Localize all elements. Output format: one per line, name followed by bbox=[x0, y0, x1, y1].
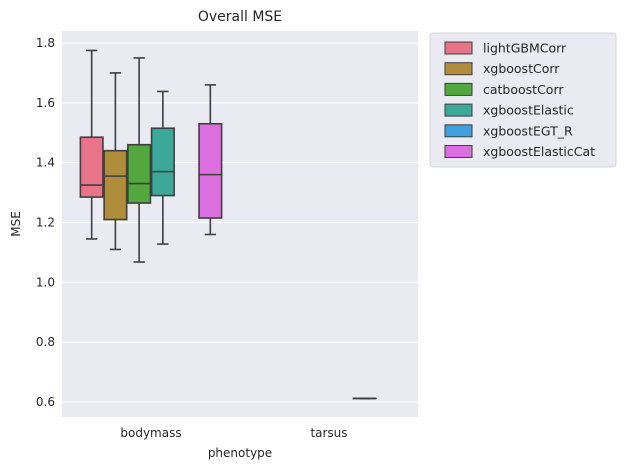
x-axis-label: phenotype bbox=[208, 446, 272, 460]
y-axis-ticks: 0.6 0.8 1.0 1.2 1.4 1.6 1.8 bbox=[36, 36, 55, 409]
legend-entry: xgboostCorr bbox=[483, 61, 560, 76]
box-xgboostElasticCat bbox=[198, 84, 223, 236]
box-body bbox=[198, 122, 223, 219]
legend-swatch bbox=[444, 41, 473, 55]
box-series bbox=[79, 49, 377, 400]
legend-swatch bbox=[444, 82, 473, 96]
grid-lines bbox=[62, 42, 418, 403]
y-axis-label: MSE bbox=[9, 211, 23, 237]
box-xgboostCorr bbox=[103, 72, 128, 251]
legend-entry: xgboostElasticCat bbox=[483, 144, 595, 159]
chart-title: Overall MSE bbox=[198, 9, 282, 25]
box-lightGBMCorr bbox=[79, 49, 104, 240]
y-tick-label: 0.8 bbox=[36, 335, 55, 349]
box-body bbox=[79, 136, 104, 198]
legend-entry: catboostCorr bbox=[483, 82, 564, 97]
y-tick-label: 1.4 bbox=[36, 156, 55, 170]
legend: lightGBMCorr xgboostCorr catboostCorr xgboo… bbox=[429, 32, 617, 168]
x-tick-label: bodymass bbox=[120, 426, 181, 440]
legend-swatch bbox=[444, 103, 473, 117]
legend-swatch bbox=[444, 124, 473, 138]
box-catboostCorr bbox=[127, 57, 152, 263]
box-body bbox=[127, 143, 152, 204]
y-tick-label: 1.2 bbox=[36, 216, 55, 230]
y-tick-label: 1.0 bbox=[36, 275, 55, 289]
legend-entry: xgboostEGT_R bbox=[483, 123, 573, 138]
legend-frame bbox=[429, 32, 617, 168]
y-tick-label: 1.6 bbox=[36, 96, 55, 110]
x-tick-label: tarsus bbox=[310, 426, 347, 440]
legend-entry: xgboostElastic bbox=[483, 103, 574, 118]
box-body bbox=[103, 149, 128, 221]
x-axis-ticks: bodymass tarsus bbox=[120, 426, 347, 440]
legend-swatch bbox=[444, 62, 473, 76]
y-tick-label: 0.6 bbox=[36, 395, 55, 409]
plot-area bbox=[62, 31, 418, 417]
box-body bbox=[150, 127, 175, 197]
box-xgboostElastic bbox=[150, 90, 175, 245]
legend-entry: lightGBMCorr bbox=[483, 41, 567, 56]
legend-swatch bbox=[444, 145, 473, 158]
y-tick-label: 1.8 bbox=[36, 36, 55, 50]
